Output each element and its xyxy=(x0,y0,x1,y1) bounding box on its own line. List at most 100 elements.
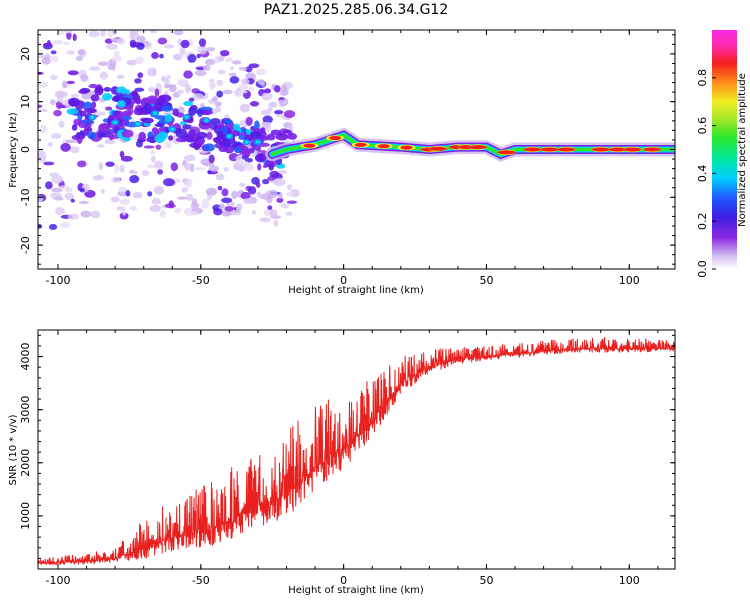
spectrogram-speckle xyxy=(219,55,225,61)
spectrogram-speckle xyxy=(232,60,242,65)
spectrogram-hotspot xyxy=(303,143,316,148)
spectrogram-blob xyxy=(91,101,97,109)
spectrogram-speckle xyxy=(149,150,156,155)
spectrogram-blob xyxy=(154,134,166,144)
spectrogram-speckle xyxy=(264,88,272,94)
spectrogram-speckle xyxy=(61,100,70,105)
spectrogram-speckle xyxy=(174,207,182,214)
spectrogram-speckle xyxy=(255,69,266,76)
spectrogram-blob xyxy=(118,112,124,120)
y-tick-label: -20 xyxy=(19,236,32,254)
spectrogram-blob xyxy=(183,101,194,107)
spectrogram-blob xyxy=(117,100,126,108)
spectrogram-blob xyxy=(109,114,116,119)
spectrogram-speckle xyxy=(134,78,142,84)
spectrogram-speckle xyxy=(136,35,146,43)
spectrogram-speckle xyxy=(58,120,65,128)
snr-frame xyxy=(37,329,676,570)
spectrogram-speckle xyxy=(78,200,89,205)
spectrogram-speckle xyxy=(119,150,125,158)
spectrogram-speckle xyxy=(107,63,116,71)
spectrogram-blob xyxy=(84,122,92,130)
spectrogram-speckle xyxy=(88,30,100,38)
spectrogram-speckle xyxy=(248,63,260,69)
spectrogram-speckle xyxy=(256,182,261,188)
spectrogram-hotspot xyxy=(497,150,516,155)
spectrogram-blob xyxy=(250,131,262,140)
spectrogram-speckle xyxy=(119,198,131,206)
spectrogram-speckle xyxy=(238,67,248,71)
spectrogram-speckle xyxy=(108,16,120,24)
spectrogram-speckle xyxy=(229,66,235,70)
spectrogram-speckle xyxy=(67,70,79,76)
spectrogram-speckle xyxy=(204,58,216,66)
spectrogram-blob-core-inner xyxy=(244,140,249,144)
spectrogram-speckle xyxy=(55,100,63,110)
spectrogram-speckle xyxy=(238,83,249,91)
spectrogram-speckle xyxy=(50,50,57,55)
spectrogram-speckle xyxy=(175,178,181,183)
spectrogram-speckle xyxy=(107,30,113,38)
spectrogram-blob-core-inner xyxy=(255,140,260,144)
spectrogram-speckle xyxy=(202,64,211,71)
spectrogram-speckle xyxy=(116,74,124,80)
spectrogram-blob xyxy=(233,123,241,131)
spectrogram-speckle xyxy=(173,54,181,61)
spectrogram-speckle xyxy=(67,213,80,220)
spectrogram-speckle xyxy=(221,188,229,197)
spectrogram-speckle xyxy=(170,162,179,172)
spectrogram-speckle xyxy=(66,17,71,26)
spectrogram-blob xyxy=(209,117,221,126)
spectrogram-blob xyxy=(218,145,228,153)
spectrogram-speckle xyxy=(70,94,80,98)
spectrogram-speckle xyxy=(163,112,175,116)
spectrogram-speckle xyxy=(80,74,89,82)
spectrogram-blob xyxy=(138,131,147,142)
spectrogram-speckle xyxy=(188,97,195,102)
spectrogram-hotspot xyxy=(623,147,642,152)
spectrogram-speckle xyxy=(100,30,106,37)
spectrogram-blob xyxy=(182,124,192,130)
spectrogram-speckle xyxy=(57,90,69,98)
spectrogram-speckle xyxy=(39,157,47,163)
snr-y-label: SNR (10 * v/v) xyxy=(8,414,19,485)
spectrogram-blob xyxy=(75,132,81,139)
spectrogram-blob xyxy=(157,95,166,104)
spectrogram-speckle xyxy=(105,161,115,167)
spectrogram-blob xyxy=(79,110,87,117)
spectrogram-speckle xyxy=(80,30,85,31)
spectrogram-speckle xyxy=(53,109,62,117)
spectrogram-blob xyxy=(175,137,189,143)
spectrogram-speckle xyxy=(197,94,204,99)
spectrogram-speckle xyxy=(48,223,58,230)
spectrogram-blob xyxy=(161,105,174,112)
spectrogram-speckle xyxy=(240,78,250,85)
spectrogram-speckle xyxy=(155,144,162,150)
spectrogram-speckle xyxy=(57,8,63,14)
x-tick-label: -50 xyxy=(192,274,210,287)
spectrogram-speckle xyxy=(245,66,253,73)
spectrogram-blob xyxy=(234,146,242,154)
x-tick-label: 0 xyxy=(340,574,347,587)
spectrogram-speckle xyxy=(267,205,273,210)
spectrogram-blob xyxy=(188,106,197,116)
spectrogram-speckle xyxy=(96,144,105,148)
spectrogram-speckle xyxy=(159,210,166,218)
y-tick-label: -10 xyxy=(19,188,32,206)
spectrogram-speckle xyxy=(277,99,286,105)
spectrogram-speckle xyxy=(160,75,167,82)
spectrogram-speckle xyxy=(221,197,233,204)
spectrogram-speckle xyxy=(157,169,164,175)
spectrogram-speckle xyxy=(238,90,248,94)
spectrogram-blob xyxy=(217,123,225,130)
spectrogram-speckle xyxy=(235,203,242,213)
colorbar: 0.0 0.2 0.4 0.6 0.8 Normalized spectral ampl… xyxy=(696,30,748,278)
spectrogram-speckle xyxy=(151,198,161,205)
spectrogram-blob-core-inner xyxy=(135,122,140,126)
colorbar-tick-label: 0.0 xyxy=(696,260,709,278)
spectrogram-speckle xyxy=(113,50,121,58)
spectrogram-blob xyxy=(172,108,179,117)
spectrogram-speckle xyxy=(125,190,131,197)
spectrogram-speckle xyxy=(166,84,177,88)
spectrogram-y-ticks: -20 -10 0 10 20 xyxy=(19,34,675,265)
